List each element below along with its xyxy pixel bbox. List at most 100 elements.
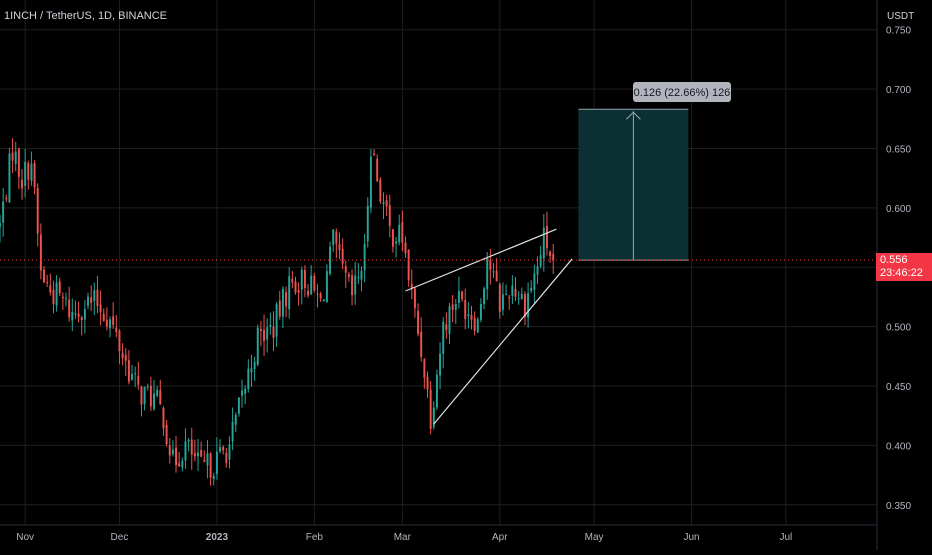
candle-up: [250, 368, 253, 373]
candle-down: [549, 251, 552, 257]
candle-down: [316, 293, 319, 295]
candle-down: [351, 275, 354, 296]
candle-down: [385, 200, 388, 207]
candle-down: [445, 324, 448, 331]
wedge-lines[interactable]: [0, 228, 877, 425]
candle-up: [212, 476, 215, 479]
candle-down: [118, 330, 121, 352]
candle-down: [498, 284, 501, 312]
candle-down: [149, 385, 152, 407]
measure-label[interactable]: 0.126 (22.66%) 126: [633, 82, 731, 102]
candle-up: [234, 414, 237, 425]
candle-down: [410, 283, 413, 288]
candle-up: [486, 258, 489, 290]
price-tick-label: 0.750: [886, 26, 911, 37]
measure-label-text: 0.126 (22.66%) 126: [634, 87, 731, 99]
candle-down: [294, 281, 297, 293]
candle-up: [354, 275, 357, 295]
candle-down: [68, 299, 71, 318]
measure-label-box: [633, 82, 731, 102]
target-zone[interactable]: [578, 108, 689, 261]
candle-down: [96, 289, 99, 307]
candle-down: [121, 352, 124, 359]
candle-up: [171, 449, 174, 455]
price-tick-label: 0.450: [886, 382, 911, 393]
candle-down: [17, 148, 20, 177]
candle-up: [476, 319, 479, 333]
candle-up: [156, 389, 159, 396]
time-tick-label: 2023: [206, 532, 229, 543]
candle-up: [325, 271, 328, 303]
candle-up: [363, 243, 366, 271]
candle-up: [322, 299, 325, 302]
candle-down: [263, 329, 266, 341]
candle-down: [175, 447, 178, 465]
candle-up: [256, 327, 259, 365]
candle-down: [313, 275, 316, 291]
candle-up: [520, 293, 523, 300]
candle-up: [206, 453, 209, 466]
candle-down: [137, 375, 140, 385]
candle-down: [80, 317, 83, 321]
candle-up: [215, 451, 218, 475]
candle-up: [542, 227, 545, 259]
candle-up: [24, 161, 27, 186]
candle-up: [146, 386, 149, 388]
candle-down: [376, 158, 379, 182]
candle-down: [420, 331, 423, 358]
candles: [0, 138, 555, 486]
price-tick-label: 0.500: [886, 323, 911, 334]
candle-up: [153, 393, 155, 410]
candle-up: [536, 266, 539, 275]
candle-down: [423, 359, 426, 378]
candle-down: [27, 163, 30, 180]
candle-up: [269, 325, 272, 327]
candle-down: [461, 291, 464, 300]
candle-down: [39, 234, 42, 271]
candle-down: [33, 163, 36, 188]
candle-up: [501, 294, 504, 310]
candle-up: [398, 224, 401, 243]
candle-up: [30, 163, 33, 181]
candle-down: [36, 187, 39, 234]
candle-up: [332, 229, 335, 245]
candle-down: [105, 319, 108, 327]
candle-down: [90, 297, 93, 304]
candle-down: [413, 288, 416, 309]
target-arrow-head: [626, 111, 641, 120]
candle-down: [341, 248, 344, 264]
candle-down: [514, 288, 517, 297]
time-tick-label: May: [585, 532, 604, 543]
candle-down: [127, 360, 130, 382]
candle-up: [357, 276, 360, 278]
candle-down: [319, 293, 322, 299]
candle-up: [197, 452, 200, 457]
candle-down: [545, 225, 548, 249]
last-price-value: 0.556: [880, 254, 908, 267]
price-tick-label: 0.700: [886, 85, 911, 96]
candle-up: [454, 304, 457, 310]
candle-down: [391, 229, 394, 247]
candle-up: [187, 439, 190, 442]
candle-up: [55, 282, 58, 306]
candle-down: [379, 179, 382, 202]
countdown-timer: 23:46:22: [880, 267, 923, 280]
candle-down: [49, 285, 52, 293]
last-price-tag: 0.556 23:46:22: [876, 253, 932, 282]
candle-up: [231, 421, 234, 442]
candle-up: [266, 327, 269, 340]
candle-down: [426, 376, 429, 390]
candle-down: [43, 269, 45, 282]
candle-up: [369, 156, 372, 208]
candle-up: [448, 306, 451, 334]
candle-down: [523, 294, 526, 317]
candle-up: [382, 202, 385, 204]
candle-down: [464, 300, 467, 320]
candle-down: [193, 453, 196, 457]
candle-down: [508, 297, 511, 299]
symbol-title: 1INCH / TetherUS, 1D, BINANCE: [4, 10, 167, 22]
candle-down: [203, 459, 206, 462]
time-tick-label: Jun: [683, 532, 699, 543]
